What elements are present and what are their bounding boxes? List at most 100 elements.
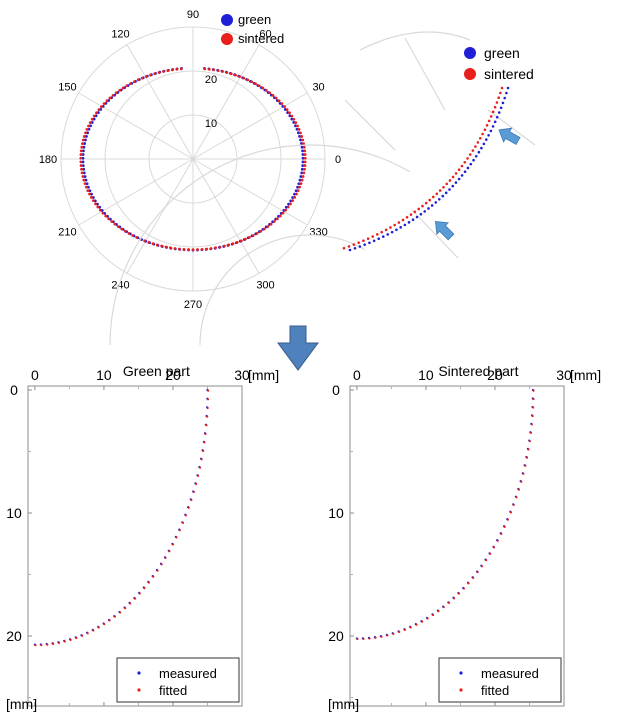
plot-point-fitted: [52, 642, 55, 645]
y-tick-label: 20: [6, 628, 22, 644]
legend-label: green: [238, 12, 271, 27]
zoom-point-sintered: [342, 246, 346, 250]
polar-point-sintered: [89, 195, 93, 199]
polar-point-sintered: [88, 192, 91, 196]
zoom-point-sintered: [493, 105, 497, 109]
plot-point-fitted: [426, 617, 429, 620]
zoom-point-sintered: [457, 168, 461, 172]
plot-point-fitted: [156, 569, 159, 572]
zoom-point-green: [399, 226, 402, 229]
polar-point-sintered: [203, 67, 207, 71]
y-tick-label: 20: [328, 628, 344, 644]
zoom-point-green: [411, 218, 415, 221]
x-tick-label: 0: [31, 367, 39, 383]
polar-point-sintered: [131, 234, 135, 237]
angle-tick-label: 120: [111, 28, 129, 40]
polar-point-sintered: [278, 214, 282, 218]
legend-label: sintered: [238, 31, 284, 46]
zoom-point-sintered: [485, 124, 489, 127]
zoom-point-green: [444, 191, 448, 195]
plot-point-fitted: [415, 623, 418, 626]
polar-point-sintered: [85, 128, 89, 131]
polar-point-sintered: [102, 102, 106, 106]
plot-point-fitted: [34, 644, 37, 647]
polar-point-green: [89, 124, 92, 128]
polar-point-sintered: [264, 88, 268, 92]
plot-point-fitted: [175, 536, 178, 539]
plot-point-fitted: [92, 629, 95, 632]
plot-legend-marker-measured: [137, 671, 141, 675]
polar-point-green: [88, 189, 92, 193]
polar-point-sintered: [120, 227, 124, 231]
polar-point-sintered: [88, 121, 92, 124]
polar-point-sintered: [98, 208, 102, 212]
zoom-point-green: [480, 146, 483, 150]
polar-point-sintered: [132, 80, 136, 84]
plot-point-fitted: [178, 529, 181, 532]
plot-point-fitted: [506, 518, 510, 521]
zoom-point-green: [472, 158, 475, 162]
plot-point-fitted: [467, 582, 470, 585]
angle-tick-label: 0: [335, 154, 341, 166]
plot-point-fitted: [517, 488, 521, 491]
plot-point-fitted: [489, 552, 492, 555]
polar-point-sintered: [229, 72, 233, 76]
polar-chart: 0 30 60 90 120 150 180 210 240 270 300 330 10 20 green…: [39, 9, 341, 311]
polar-grid-spoke: [78, 158, 194, 226]
plot-point-fitted: [194, 482, 198, 486]
polar-point-sintered: [101, 211, 105, 215]
polar-point-sintered: [83, 182, 87, 186]
polar-point-green: [298, 178, 302, 182]
polar-point-green: [294, 124, 297, 128]
zoom-point-green: [477, 150, 481, 154]
zoom-point-sintered: [483, 128, 487, 132]
polar-point-sintered: [286, 205, 290, 209]
plot-point-fitted: [63, 640, 66, 643]
polar-point-green: [301, 153, 305, 156]
plot-point-fitted: [437, 610, 440, 613]
polar-point-sintered: [225, 71, 229, 74]
polar-point-sintered: [81, 138, 85, 142]
polar-point-sintered: [302, 145, 306, 149]
zoom-point-sintered: [435, 192, 439, 196]
polar-point-sintered: [95, 111, 98, 115]
zoom-point-green: [423, 210, 427, 213]
polar-point-sintered: [272, 220, 276, 223]
plot-point-fitted: [69, 638, 72, 641]
polar-point-green: [296, 131, 300, 135]
zoom-point-green: [501, 101, 505, 105]
plot-point-fitted: [442, 606, 445, 609]
polar-point-sintered: [118, 88, 122, 92]
zoom-point-sintered: [393, 223, 396, 227]
zoom-point-sintered: [397, 221, 401, 224]
plot-point-fitted: [133, 597, 137, 600]
polar-point-green: [295, 127, 299, 131]
radial-tick-label: 20: [205, 74, 217, 86]
polar-point-sintered: [79, 156, 83, 160]
polar-point-sintered: [299, 131, 302, 135]
plot-point-fitted: [206, 398, 210, 401]
polar-point-sintered: [173, 247, 177, 250]
polar-point-sintered: [79, 153, 83, 156]
down-arrow-shape: [277, 325, 319, 371]
plot-point-fitted: [374, 636, 377, 639]
zoom-point-sintered: [438, 189, 442, 192]
polar-point-sintered: [136, 78, 140, 82]
polar-point-green: [84, 138, 87, 142]
plot-point-fitted: [118, 611, 122, 614]
zoom-point-sintered: [487, 119, 491, 123]
polar-point-green: [293, 192, 296, 196]
polar-point-sintered: [294, 121, 298, 124]
zoom-point-green: [463, 170, 467, 174]
polar-point-green: [296, 185, 299, 189]
plot-point-fitted: [420, 620, 424, 623]
plot-point-fitted: [530, 423, 533, 426]
polar-point-sintered: [179, 67, 183, 71]
polar-point-sintered: [274, 96, 278, 100]
plot-point-fitted: [528, 440, 531, 443]
plot-point-fitted: [403, 628, 407, 631]
polar-point-sintered: [235, 240, 239, 244]
zoom-point-green: [419, 212, 423, 216]
polar-point-sintered: [110, 220, 114, 223]
zoom-point-sintered: [445, 182, 449, 186]
